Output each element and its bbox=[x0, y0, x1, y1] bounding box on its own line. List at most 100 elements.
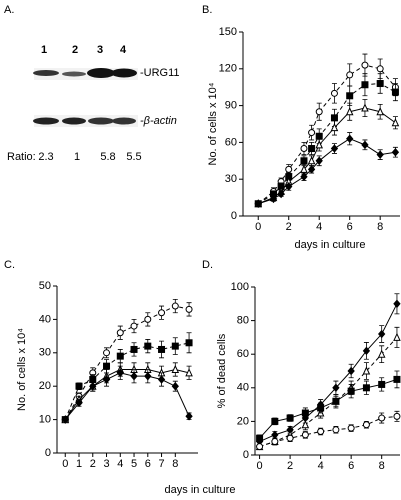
marker bbox=[346, 71, 354, 79]
marker bbox=[271, 417, 279, 425]
marker bbox=[378, 329, 386, 339]
series-line bbox=[64, 305, 190, 420]
marker bbox=[116, 352, 124, 360]
x-tick-label: 8 bbox=[379, 460, 385, 472]
chart: B. 0 30 60 90 120 150 0 2 4 6 8 No. of cells x 10⁴ da… bbox=[202, 4, 400, 251]
marker bbox=[171, 342, 179, 350]
marker bbox=[271, 438, 279, 446]
ratio: 5.8 bbox=[100, 151, 115, 163]
marker bbox=[116, 368, 124, 378]
marker bbox=[315, 108, 323, 116]
marker bbox=[376, 80, 384, 88]
marker bbox=[300, 172, 308, 182]
panel-label: D. bbox=[202, 259, 213, 271]
marker bbox=[346, 134, 354, 143]
marker bbox=[362, 421, 370, 429]
marker bbox=[332, 383, 340, 393]
marker bbox=[393, 375, 401, 383]
x-tick-label: 2 bbox=[286, 221, 292, 233]
marker bbox=[362, 366, 371, 375]
marker bbox=[317, 404, 325, 412]
marker bbox=[301, 409, 309, 417]
panel-label: B. bbox=[202, 4, 212, 16]
x-tick-label: 4 bbox=[316, 221, 322, 233]
marker bbox=[317, 427, 325, 435]
marker bbox=[254, 199, 262, 209]
marker bbox=[116, 329, 124, 337]
y-tick-label: 120 bbox=[219, 63, 237, 75]
x-tick-label: 0 bbox=[62, 458, 68, 470]
marker bbox=[362, 346, 371, 356]
y-tick-label: 20 bbox=[39, 380, 51, 392]
marker bbox=[347, 387, 355, 395]
marker bbox=[393, 299, 401, 309]
marker bbox=[256, 434, 264, 442]
marker bbox=[103, 349, 111, 357]
marker bbox=[185, 305, 193, 313]
x-tick-label: 6 bbox=[145, 458, 151, 470]
y-tick-label: 0 bbox=[231, 210, 237, 222]
marker bbox=[332, 426, 340, 434]
y-tick-label: 60 bbox=[225, 136, 237, 148]
marker bbox=[285, 182, 293, 191]
marker bbox=[361, 61, 369, 69]
y-tick-label: 90 bbox=[225, 100, 237, 112]
x-tick-label: 3 bbox=[103, 458, 109, 470]
y-tick-label: 40 bbox=[237, 382, 249, 394]
marker bbox=[285, 165, 293, 173]
marker bbox=[185, 339, 193, 347]
x-tick-label: 4 bbox=[117, 458, 123, 470]
y-tick-label: 150 bbox=[219, 26, 237, 38]
marker bbox=[61, 415, 69, 424]
x-tick-label: 4 bbox=[318, 460, 324, 472]
marker bbox=[301, 420, 310, 429]
panel-label: C. bbox=[4, 259, 15, 271]
marker bbox=[301, 431, 309, 439]
y-axis-label: No. of cells x 10⁴ bbox=[207, 82, 219, 165]
marker bbox=[330, 144, 339, 153]
marker bbox=[300, 157, 308, 165]
x-tick-label: 0 bbox=[255, 221, 261, 233]
lane-label: 3 bbox=[97, 44, 103, 56]
series-line bbox=[259, 303, 398, 443]
marker bbox=[130, 322, 138, 330]
x-tick-label: 0 bbox=[257, 460, 263, 472]
marker bbox=[144, 342, 152, 350]
marker bbox=[185, 411, 193, 421]
y-axis-label: % of dead cells bbox=[216, 333, 228, 408]
marker bbox=[103, 362, 111, 370]
marker bbox=[75, 398, 83, 408]
y-tick-label: 40 bbox=[39, 313, 51, 325]
marker bbox=[361, 103, 369, 112]
marker bbox=[332, 397, 340, 405]
marker bbox=[89, 381, 97, 391]
marker bbox=[286, 434, 294, 442]
marker bbox=[376, 150, 384, 159]
ratio: 1 bbox=[74, 151, 80, 163]
marker bbox=[286, 414, 294, 422]
marker bbox=[347, 366, 355, 376]
x-tick-label: 1 bbox=[76, 458, 82, 470]
marker bbox=[102, 375, 111, 384]
marker bbox=[300, 164, 308, 173]
x-tick-label: 6 bbox=[347, 221, 353, 233]
marker bbox=[171, 381, 179, 391]
x-tick-label: 8 bbox=[172, 458, 178, 470]
marker bbox=[393, 412, 401, 420]
band-label: -URG11 bbox=[140, 67, 180, 79]
marker bbox=[378, 380, 386, 388]
series-line bbox=[259, 337, 398, 448]
marker bbox=[144, 371, 152, 381]
x-tick-label: 5 bbox=[131, 458, 137, 470]
marker bbox=[307, 165, 316, 174]
marker bbox=[330, 122, 339, 132]
marker bbox=[361, 140, 369, 150]
series-line bbox=[64, 342, 190, 420]
marker bbox=[378, 414, 386, 422]
series-line bbox=[64, 368, 190, 420]
marker bbox=[361, 81, 369, 89]
y-axis-label: No. of cells x 10⁴ bbox=[16, 328, 28, 411]
marker bbox=[362, 384, 370, 392]
